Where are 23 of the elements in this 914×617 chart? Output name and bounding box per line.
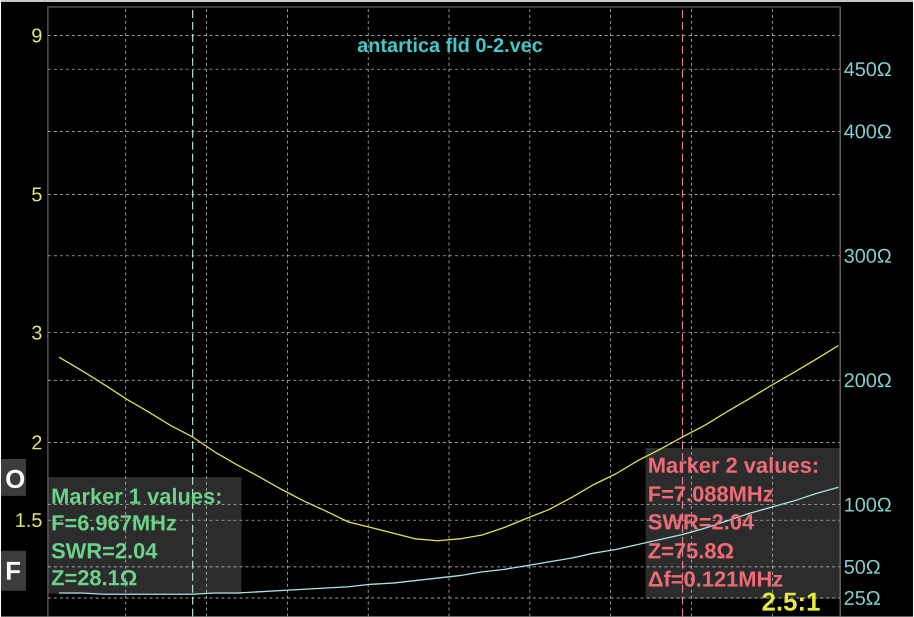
annotation: F=6.967MHz	[52, 515, 176, 531]
y-tick-label: 2	[32, 435, 42, 450]
annotation: F=7.088MHz	[649, 486, 773, 502]
annotation: Marker 2 values:	[649, 456, 818, 473]
y-tick-label: 9	[32, 28, 42, 42]
y2-tick-label: 100Ω	[845, 498, 891, 512]
y2-tick-label: 25Ω	[844, 590, 880, 605]
y2-tick-label: 300Ω	[844, 248, 891, 263]
y-tick-label: 1.5	[16, 513, 42, 528]
text: O	[6, 470, 24, 488]
annotation: 2.5:1	[762, 592, 820, 611]
y-tick-label: 3	[32, 326, 42, 340]
annotation: Z=28.1Ω	[52, 570, 136, 586]
y2-tick-label: 400Ω	[844, 124, 891, 138]
y2-tick-label: 50Ω	[844, 560, 880, 574]
y2-tick-label: 450Ω	[844, 62, 891, 76]
y-tick-label: 5	[32, 187, 42, 202]
annotation: SWR=2.04	[52, 542, 158, 558]
annotation: Δf=0.121MHz	[648, 570, 782, 587]
text: antartica fld 0-2.vec	[358, 38, 542, 52]
text: F	[6, 562, 20, 580]
y2-tick-label: 200Ω	[844, 373, 891, 388]
annotation: Marker 1 values:	[52, 488, 220, 504]
